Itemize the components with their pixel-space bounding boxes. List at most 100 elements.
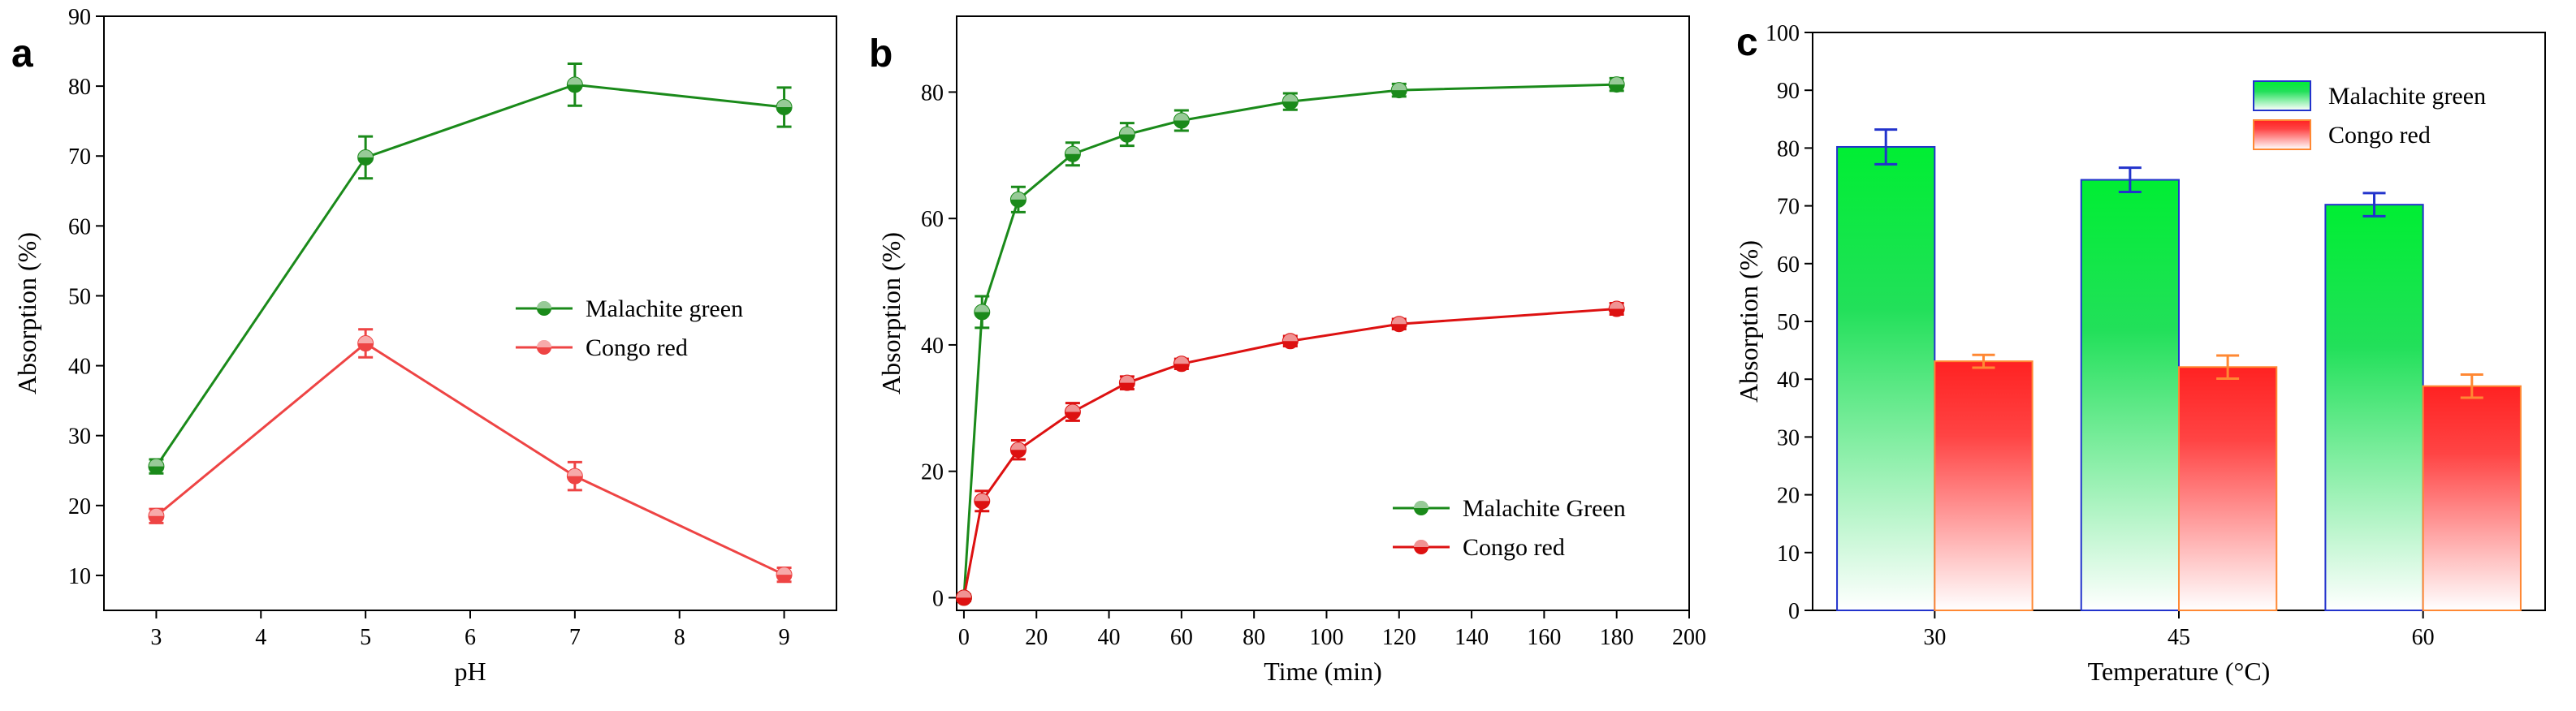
congo-red-marker-highlight <box>1609 301 1624 309</box>
malachite-green-marker-highlight <box>149 459 164 467</box>
y-tick-label: 30 <box>68 424 91 450</box>
x-tick-label: 30 <box>1923 625 1946 650</box>
x-tick-label: 180 <box>1600 625 1634 650</box>
congo-red-marker-highlight <box>358 336 374 344</box>
x-tick-label: 20 <box>1025 625 1048 650</box>
x-tick-label: 120 <box>1382 625 1416 650</box>
y-tick-label: 50 <box>1777 310 1800 335</box>
congo-red-line <box>155 342 785 576</box>
y-tick-label: 60 <box>68 214 91 239</box>
y-tick-label: 50 <box>68 284 91 309</box>
chart-c: 0 10 20 30 40 50 60 70 80 90 100 30 45 60 Temperature … <box>1734 21 2546 686</box>
congo-red-marker-highlight <box>1391 317 1407 325</box>
legend-marker-highlight-malachite-green <box>537 301 551 308</box>
malachite-green-point <box>1009 191 1027 208</box>
legend-label-malachite-green: Malachite green <box>586 295 743 322</box>
congo-red-marker-highlight <box>1065 404 1080 412</box>
malachite-green-point <box>1282 93 1299 110</box>
y-axis-title: Absorption (%) <box>12 232 41 394</box>
panel-label-b: b <box>869 32 893 75</box>
congo-red-point <box>357 335 374 352</box>
y-tick-label: 80 <box>1777 136 1800 162</box>
congo-red-marker-highlight <box>956 590 971 598</box>
congo-red-bar <box>1934 360 2034 611</box>
x-tick-label: 0 <box>958 625 970 650</box>
malachite-green-point <box>776 98 793 115</box>
legend-swatch-congo-red <box>2253 119 2311 150</box>
y-tick-label: 10 <box>1777 541 1800 567</box>
malachite-green-marker-highlight <box>1010 192 1026 200</box>
y-tick-label: 10 <box>68 564 91 589</box>
legend-marker-highlight-congo-red <box>537 340 551 347</box>
malachite-green-bar <box>2324 204 2424 611</box>
malachite-green-marker-highlight <box>1609 77 1624 85</box>
plot-frame <box>956 15 1690 611</box>
malachite-green-marker-highlight <box>1391 83 1407 91</box>
x-axis-title: pH <box>454 657 486 686</box>
congo-red-point <box>566 468 583 485</box>
panel-label-c: c <box>1736 21 1758 64</box>
x-tick-label: 40 <box>1098 625 1121 650</box>
y-tick-label: 60 <box>1777 252 1800 278</box>
x-tick-label: 45 <box>2168 625 2190 650</box>
x-tick-label: 60 <box>1170 625 1193 650</box>
legend-label-congo-red: Congo red <box>1463 534 1565 561</box>
congo-red-point <box>1118 374 1135 391</box>
y-axis-title: Absorption (%) <box>876 232 905 394</box>
congo-red-marker-highlight <box>1173 356 1189 364</box>
congo-red-point <box>1608 300 1625 317</box>
x-tick-label: 7 <box>569 625 581 650</box>
x-tick-label: 5 <box>360 625 371 650</box>
y-tick-label: 40 <box>921 334 944 359</box>
congo-red-point <box>1282 333 1299 350</box>
legend-marker-highlight-congo-red <box>1414 540 1428 547</box>
malachite-green-point <box>1173 112 1190 129</box>
malachite-green-point <box>1608 76 1625 93</box>
y-tick-label: 70 <box>68 144 91 170</box>
y-tick-label: 80 <box>921 80 944 106</box>
x-tick-label: 3 <box>150 625 162 650</box>
x-tick-label: 200 <box>1672 625 1706 650</box>
y-tick-label: 90 <box>68 5 91 30</box>
y-tick-label: 40 <box>1777 368 1800 393</box>
x-tick-label: 100 <box>1309 625 1343 650</box>
malachite-green-point <box>357 149 374 166</box>
chart-a: 10 20 30 40 50 60 70 80 90 3 4 5 6 7 8 9 pH Absorption (%… <box>12 5 837 686</box>
congo-red-marker-highlight <box>1010 442 1026 450</box>
congo-red-marker-highlight <box>776 567 792 575</box>
y-tick-label: 20 <box>1777 484 1800 509</box>
malachite-green-bar <box>1836 145 1936 611</box>
y-tick-label: 30 <box>1777 425 1800 450</box>
x-tick-label: 6 <box>465 625 476 650</box>
y-tick-label: 0 <box>932 586 944 611</box>
congo-red-bar <box>2422 385 2522 611</box>
congo-red-point <box>776 567 793 584</box>
chart-b: 0 20 40 60 80 0 20 40 60 80 100 120 140 160 180 200 Time… <box>876 15 1706 686</box>
y-tick-label: 40 <box>68 355 91 380</box>
y-tick-label: 60 <box>921 207 944 232</box>
congo-red-point <box>148 507 165 524</box>
malachite-green-marker-highlight <box>1282 94 1298 102</box>
congo-red-point <box>1173 356 1190 373</box>
panel-label-a: a <box>11 32 33 75</box>
malachite-green-marker-highlight <box>1119 127 1135 135</box>
malachite-green-point <box>1064 145 1081 162</box>
y-tick-label: 100 <box>1766 21 1800 46</box>
malachite-green-point <box>566 76 583 93</box>
congo-red-point <box>1390 316 1407 333</box>
x-tick-label: 9 <box>779 625 790 650</box>
malachite-green-marker-highlight <box>358 149 374 157</box>
malachite-green-marker-highlight <box>1065 146 1080 154</box>
legend-swatch-malachite-green <box>2253 80 2311 111</box>
malachite-green-point <box>974 304 991 321</box>
congo-red-point <box>974 493 991 510</box>
congo-red-marker-highlight <box>1119 375 1135 383</box>
y-tick-label: 90 <box>1777 79 1800 104</box>
x-tick-label: 140 <box>1454 625 1489 650</box>
malachite-green-marker-highlight <box>776 99 792 107</box>
x-tick-label: 8 <box>674 625 685 650</box>
malachite-green-point <box>148 458 165 475</box>
congo-red-marker-highlight <box>975 493 990 502</box>
malachite-green-marker-highlight <box>1173 113 1189 121</box>
congo-red-bar <box>2178 366 2278 611</box>
